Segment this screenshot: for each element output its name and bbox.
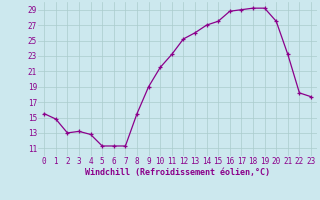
X-axis label: Windchill (Refroidissement éolien,°C): Windchill (Refroidissement éolien,°C) — [85, 168, 270, 177]
